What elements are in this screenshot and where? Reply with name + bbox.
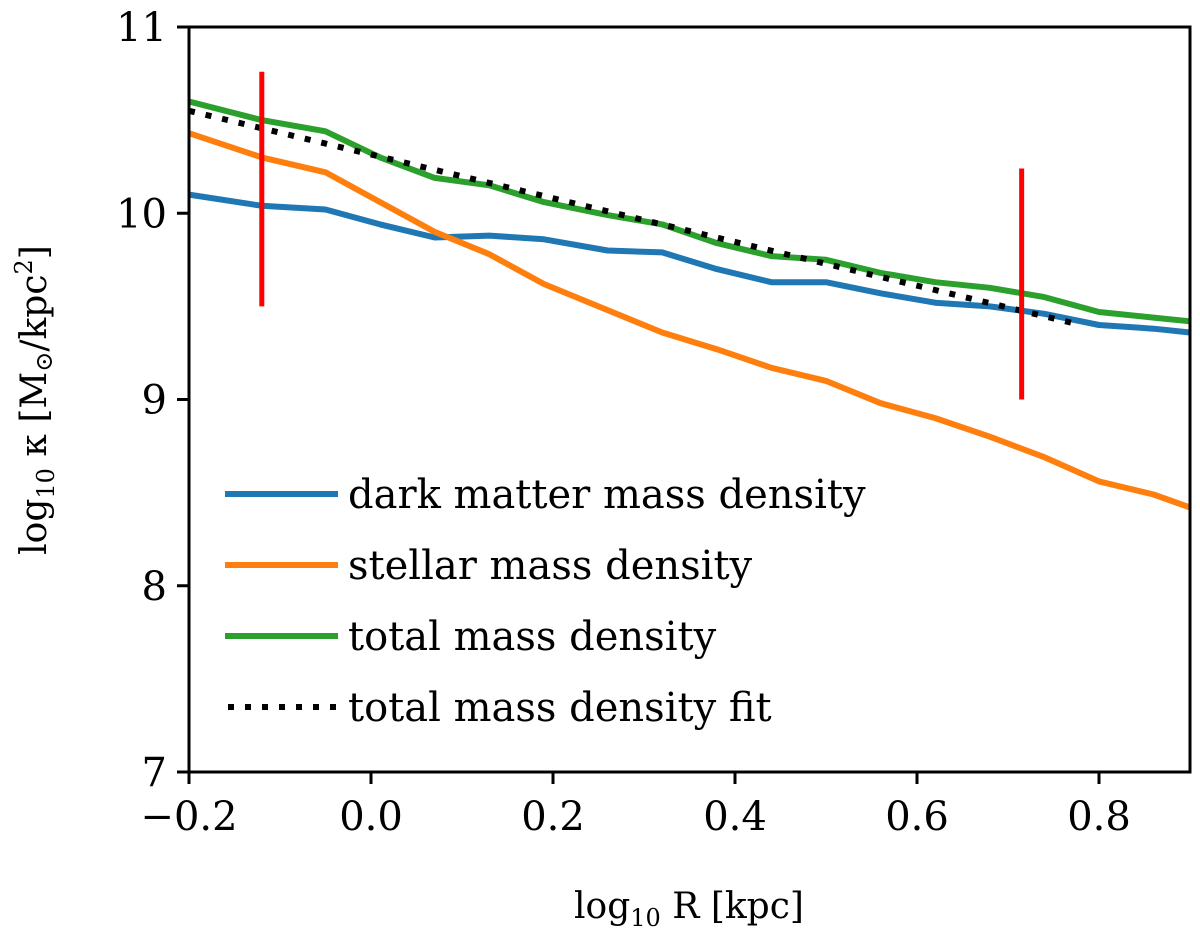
legend-label-dark-matter-mass-density: dark matter mass density <box>348 472 866 518</box>
series-line-dark-matter-mass-density <box>188 191 1191 336</box>
x-tick-label: 0.8 <box>1067 794 1131 840</box>
y-axis: 7 8 9 10 11 <box>116 5 189 796</box>
plot-lines <box>188 98 1192 511</box>
x-tick-label: 0.2 <box>521 794 585 840</box>
legend-label-stellar-mass-density: stellar mass density <box>348 543 753 589</box>
annotations <box>259 71 1025 400</box>
x-tick-label: 0.0 <box>339 794 403 840</box>
x-tick-label: 0.4 <box>703 794 767 840</box>
y-tick-label: 9 <box>142 378 167 424</box>
legend-label-total-mass-density-fit: total mass density fit <box>348 685 772 731</box>
legend: dark matter mass density stellar mass den… <box>225 472 866 731</box>
x-tick-label: 0.6 <box>885 794 949 840</box>
y-tick-label: 8 <box>142 564 167 610</box>
x-axis: −0.2 0.0 0.2 0.4 0.6 0.8 <box>140 772 1131 840</box>
y-tick-label: 10 <box>116 191 167 237</box>
x-axis-label: log10 R [kpc] <box>574 886 804 932</box>
series-line-total-mass-density <box>188 98 1191 325</box>
y-tick-label: 11 <box>116 5 167 51</box>
series-line-stellar-mass-density <box>188 130 1192 511</box>
legend-label-total-mass-density: total mass density <box>348 614 717 660</box>
x-tick-label: −0.2 <box>140 794 237 840</box>
y-axis-label: log10 κ [M⊙/kpc2] <box>10 245 60 555</box>
y-tick-label: 7 <box>142 750 167 796</box>
